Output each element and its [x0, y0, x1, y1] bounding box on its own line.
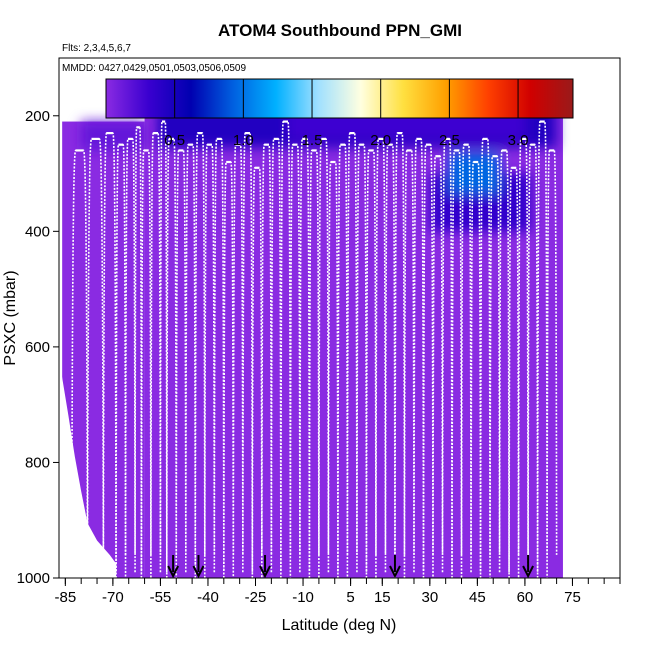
flight-track-segment — [184, 143, 197, 573]
flight-track-segment — [384, 143, 396, 573]
flight-track-segment — [232, 143, 244, 555]
chart-subtitle-flights: Flts: 2,3,4,5,6,7 — [62, 43, 131, 54]
colorbar-tick-label: 0.5 — [164, 132, 185, 149]
x-tick-label: -55 — [150, 589, 172, 606]
flight-track-segment — [251, 166, 263, 578]
flight-track-segment — [394, 132, 406, 578]
flight-track-segment — [140, 149, 152, 578]
flight-track-segment — [460, 143, 472, 555]
x-tick-label: 5 — [346, 589, 354, 606]
data-gap — [59, 358, 117, 578]
chart-title: ATOM4 Southbound PPN_GMI — [218, 21, 462, 40]
chart-subtitle-dates: MMDD: 0427,0429,0501,0503,0506,0509 — [62, 63, 246, 74]
arrow-marker-head — [167, 565, 179, 578]
x-tick-label: -85 — [54, 589, 76, 606]
flight-track-segment — [308, 149, 320, 578]
flight-track-segment — [356, 143, 368, 573]
flight-track-segment — [289, 143, 301, 555]
x-tick-label: 75 — [564, 589, 581, 606]
arrow-marker-head — [389, 565, 401, 578]
x-tick-label: -40 — [197, 589, 219, 606]
x-axis-label: Latitude (deg N) — [282, 617, 397, 634]
flight-track-segment — [489, 155, 501, 555]
x-tick-label: -70 — [102, 589, 124, 606]
flight-track-segment — [432, 155, 444, 555]
flight-track-segment — [508, 166, 520, 578]
colorbar-tick-label: 1.5 — [302, 132, 323, 149]
colorbar-tick-label: 2.0 — [370, 132, 391, 149]
y-tick-label: 400 — [25, 223, 50, 240]
flight-track-segment — [470, 161, 482, 573]
flight-track-segment — [451, 149, 463, 578]
flight-track-segment — [527, 143, 539, 573]
x-tick-label: 30 — [421, 589, 438, 606]
y-tick-label: 1000 — [17, 570, 50, 587]
y-tick-label: 800 — [25, 454, 50, 471]
arrow-marker-head — [192, 565, 205, 578]
plot-area — [59, 95, 563, 578]
colorbar-tick-label: 1.0 — [233, 132, 254, 149]
x-tick-label: 45 — [469, 589, 486, 606]
y-tick-label: 600 — [25, 339, 50, 356]
flight-track-segment — [261, 143, 273, 555]
flight-track-segment — [194, 132, 206, 578]
colorbar-tick-label: 3.0 — [508, 132, 529, 149]
y-axis: 200 400 600 800 1000 — [17, 108, 59, 587]
colorbar-tick-label: 2.5 — [439, 132, 460, 149]
enhancement-region — [448, 153, 500, 194]
flight-track-segment — [365, 149, 377, 578]
x-tick-label: 60 — [517, 589, 534, 606]
flight-track-segment — [327, 161, 339, 573]
x-tick-label: -10 — [292, 589, 314, 606]
y-axis-label: PSXC (mbar) — [2, 270, 19, 365]
arrow-marker-head — [259, 565, 271, 578]
x-tick-label: 15 — [374, 589, 391, 606]
x-axis: -85 -70 -55 -40 -25 -10 5 15 30 45 60 75 — [54, 578, 621, 606]
x-tick-label: -25 — [245, 589, 267, 606]
arrow-marker-head — [522, 565, 534, 578]
colorbar-fill — [105, 78, 574, 119]
flight-track-segment — [203, 143, 216, 555]
colorbar: 0.5 1.0 1.5 2.0 2.5 3.0 — [105, 78, 574, 149]
y-tick-label: 200 — [25, 108, 50, 125]
plot-frame — [58, 57, 621, 579]
